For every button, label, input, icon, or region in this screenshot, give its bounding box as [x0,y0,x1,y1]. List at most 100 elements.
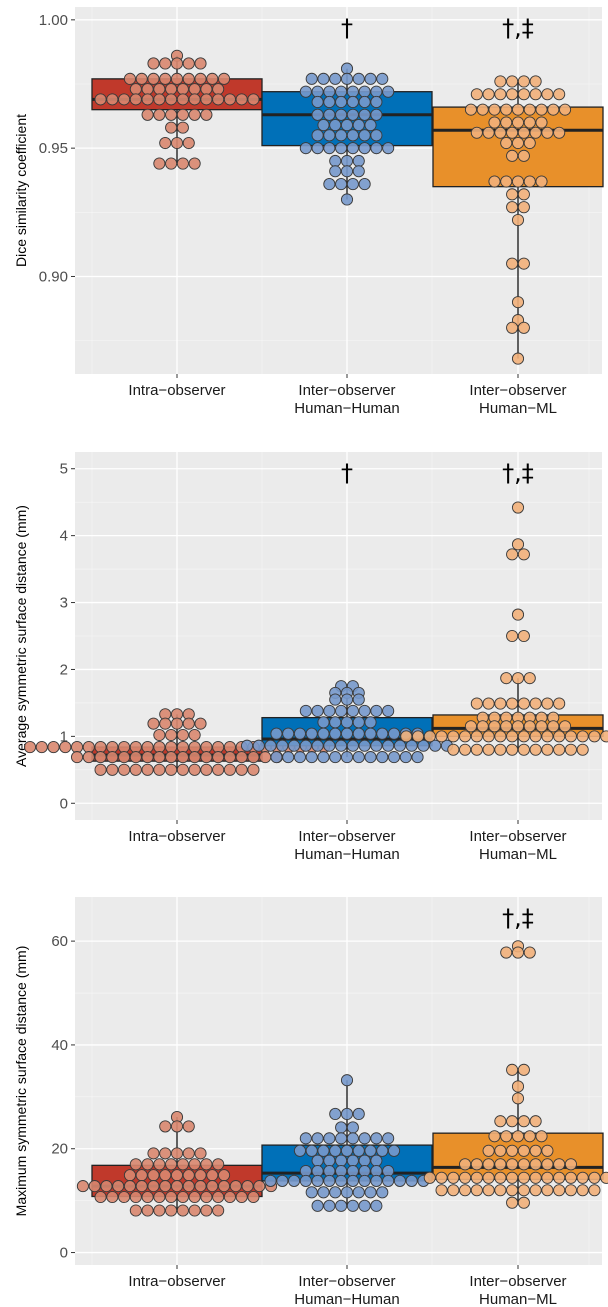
data-point [200,1158,213,1171]
data-point [106,763,119,776]
data-point [470,126,483,139]
data-point [541,1158,554,1171]
data-point [153,1158,166,1171]
data-point [352,693,365,706]
data-point [511,946,525,959]
data-point [511,352,525,365]
data-point [535,720,548,733]
data-point [517,1144,530,1157]
data-point [106,741,119,754]
data-point [553,743,566,756]
data-point [153,728,166,742]
data-point [529,75,542,88]
data-point [247,1190,260,1204]
data-point [464,103,478,116]
data-point [529,743,542,756]
data-point [223,751,236,764]
data-point [500,720,513,733]
data-point [217,1169,231,1182]
data-point [358,129,371,142]
data-point [135,1180,148,1193]
data-point [182,72,195,85]
data-point [506,1171,519,1184]
data-point [352,716,365,729]
data-point [511,103,525,116]
data-point [494,1184,507,1197]
data-point [511,1092,525,1105]
data-point [305,727,318,740]
data-point [506,548,519,561]
data-point [399,751,412,764]
data-point [435,730,448,743]
data-point [346,739,359,752]
data-point [535,103,548,116]
data-point [106,751,119,764]
x-tick-label: Intra−observer [128,828,225,845]
data-point [129,1190,142,1204]
data-point [329,165,342,178]
data-point [323,85,336,98]
data-point [165,728,178,742]
data-point [506,321,519,334]
box-3 [423,940,608,1209]
data-point [429,739,442,752]
data-point [94,741,107,754]
data-point [346,704,359,717]
y-tick-label: 1 [60,728,68,745]
x-tick-label-line2: Human−ML [479,846,557,863]
data-point [129,1158,142,1171]
data-point [447,1184,460,1197]
data-point [170,57,184,70]
data-point [188,1204,201,1217]
data-point [364,1186,377,1199]
data-point [329,1107,342,1121]
data-point [340,727,354,740]
data-point [94,1190,107,1204]
data-point [506,75,519,88]
data-point [335,1174,348,1187]
data-point [511,1080,525,1093]
data-point [488,175,501,188]
data-point [323,1174,336,1187]
data-point [165,1158,178,1171]
data-point [340,1186,354,1199]
y-tick-label: 5 [60,461,68,478]
data-point [517,88,530,101]
data-point [123,1180,137,1193]
data-point [82,741,95,754]
data-point [547,720,560,733]
data-point [212,1158,225,1171]
data-point [517,1171,530,1184]
data-point [558,720,572,733]
data-point [382,704,395,717]
data-point [364,727,377,740]
data-point [588,730,601,743]
data-point [176,1204,189,1217]
y-tick-label: 0.95 [39,140,68,157]
data-point [482,743,495,756]
data-point [194,1180,207,1193]
data-point [346,1154,359,1167]
data-point [299,1174,312,1187]
data-point [188,751,201,764]
data-point [476,103,489,116]
significance-annotation: † [341,14,353,42]
data-point [370,108,383,121]
data-point [364,119,377,132]
data-point [523,720,536,733]
data-point [212,763,225,776]
data-point [488,720,501,733]
x-tick-label: Intra−observer [128,1273,225,1290]
data-point [159,1169,172,1182]
data-point [541,1144,554,1157]
data-point [352,154,365,168]
data-point [494,1115,507,1128]
data-point [370,1132,383,1145]
data-point [176,751,189,764]
y-axis-label: Maximum symmetric surface distance (mm) [13,946,29,1217]
data-point [335,129,348,142]
data-point [346,1132,359,1145]
data-point [165,1204,178,1217]
data-point [517,1115,530,1128]
data-point [188,1158,201,1171]
